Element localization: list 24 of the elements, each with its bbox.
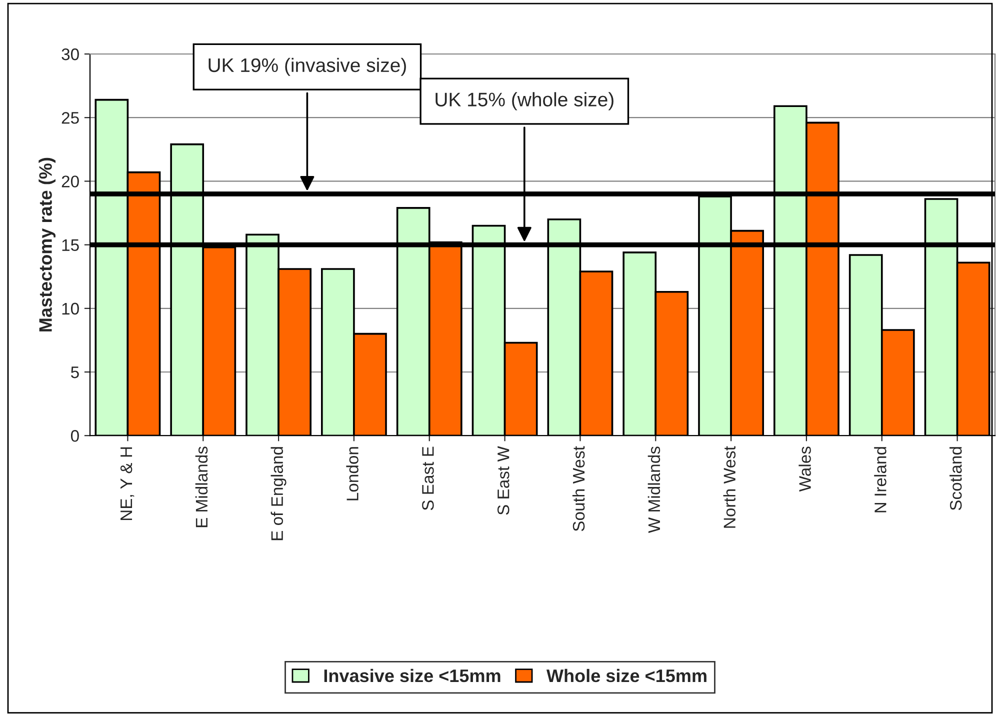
x-tick-label: E Midlands xyxy=(195,446,208,528)
legend-label: Invasive size <15mm xyxy=(324,668,500,682)
x-tick-label: Scotland xyxy=(950,447,962,510)
y-tick-label: 30 xyxy=(62,48,79,60)
y-axis-title: Mastectomy rate (%) xyxy=(38,158,56,332)
y-tick-label: 25 xyxy=(62,112,79,124)
y-tick-label: 0 xyxy=(70,430,79,442)
x-tick-label: N Ireland xyxy=(874,447,886,512)
x-tick-label: E of England xyxy=(270,447,286,540)
x-tick-label: NE, Y & H xyxy=(120,447,134,520)
x-tick-label: S East W xyxy=(497,446,510,515)
legend-label: Whole size <15mm xyxy=(546,668,706,682)
x-tick-label: S East E xyxy=(422,446,434,510)
y-tick-label: 5 xyxy=(70,366,79,378)
ref-line-label: UK 19% (invasive size) xyxy=(208,58,406,76)
y-tick-label: 10 xyxy=(62,302,79,315)
x-tick-label: South West xyxy=(572,446,585,532)
x-tick-label: North West xyxy=(723,446,736,528)
y-tick-label: 20 xyxy=(62,176,79,188)
ref-line-label: UK 15% (whole size) xyxy=(436,92,614,110)
y-tick-label: 15 xyxy=(62,239,79,252)
x-tick-label: Wales xyxy=(798,446,811,492)
x-tick-label: W Midlands xyxy=(648,446,660,533)
x-tick-label: London xyxy=(346,447,358,500)
